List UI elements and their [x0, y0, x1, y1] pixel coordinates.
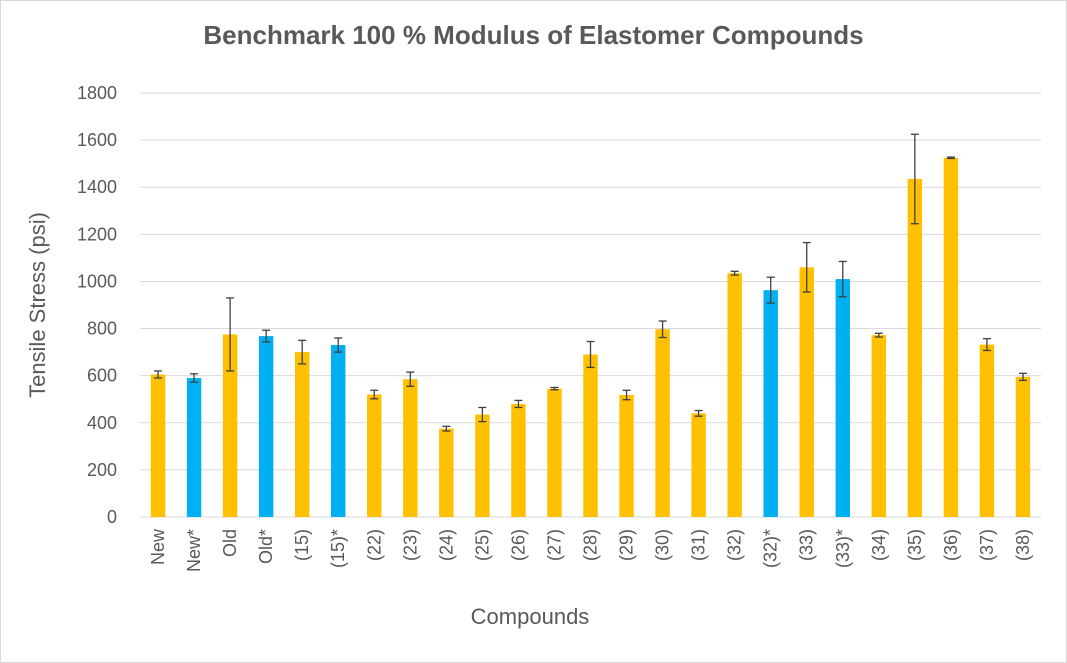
error-bar [622, 389, 631, 401]
error-bar [406, 371, 415, 387]
x-tick-label: Old* [256, 529, 276, 564]
bar [907, 178, 923, 517]
bar [763, 290, 778, 517]
bar [403, 379, 418, 517]
y-tick-label: 1000 [77, 271, 117, 291]
bar [475, 414, 490, 517]
error-bar [478, 406, 487, 423]
y-tick-label: 1600 [77, 130, 117, 150]
bar [619, 394, 634, 517]
x-tick-label: (25) [472, 529, 492, 561]
error-bar [550, 386, 559, 391]
error-bar [838, 260, 847, 298]
error-bar [262, 329, 271, 343]
x-tick-label: (26) [508, 529, 528, 561]
error-bar [298, 339, 307, 365]
y-tick-label: 400 [87, 413, 117, 433]
bar [979, 344, 995, 517]
bar [258, 336, 274, 517]
bar [835, 279, 850, 517]
error-bar [514, 399, 523, 409]
bar [583, 354, 598, 517]
bar [222, 334, 238, 517]
x-tick-label: New [148, 528, 168, 565]
x-tick-label: (29) [617, 529, 637, 561]
bar [294, 352, 310, 517]
x-tick-label: (37) [977, 529, 997, 561]
error-bar [226, 297, 235, 372]
y-tick-label: 1800 [77, 83, 117, 103]
bar [871, 335, 887, 517]
bar [367, 394, 382, 517]
x-tick-label: (32)* [761, 529, 781, 568]
x-tick-label: (31) [689, 529, 709, 561]
x-tick-label: Old [220, 529, 240, 557]
bar [547, 388, 562, 517]
x-tick-label: (22) [364, 529, 384, 561]
error-bar [730, 270, 739, 276]
x-tick-labels: New New* Old Old* (15) (15)* (22) (23) (24) (25) (… [148, 528, 1033, 572]
y-tick-label: 800 [87, 319, 117, 339]
bar [655, 329, 670, 517]
x-tick-label: (36) [941, 529, 961, 561]
bar [943, 157, 959, 517]
bars [150, 157, 1031, 517]
error-bar [442, 425, 451, 432]
x-tick-label: (15)* [328, 529, 348, 568]
error-bars [154, 133, 1027, 432]
error-bar [946, 156, 955, 160]
bar [150, 374, 166, 517]
error-bar [910, 133, 919, 225]
error-bar [154, 370, 163, 379]
x-tick-label: (23) [400, 529, 420, 561]
y-tick-label: 1200 [77, 224, 117, 244]
bar [1015, 376, 1031, 517]
y-axis-title: Tensile Stress (psi) [25, 212, 50, 398]
x-tick-label: (35) [905, 529, 925, 561]
x-tick-label: (38) [1013, 529, 1033, 561]
error-bar [982, 338, 991, 352]
bar [439, 428, 454, 517]
chart-title: Benchmark 100 % Modulus of Elastomer Com… [203, 20, 864, 50]
y-tick-label: 1400 [77, 177, 117, 197]
x-tick-label: (33) [797, 529, 817, 561]
x-tick-label: (24) [436, 529, 456, 561]
error-bar [874, 332, 883, 338]
y-tick-label: 200 [87, 460, 117, 480]
y-tick-label: 0 [107, 507, 117, 527]
y-tick-label: 600 [87, 366, 117, 386]
error-bar [766, 276, 775, 304]
x-tick-label: (30) [653, 529, 673, 561]
error-bar [658, 320, 667, 339]
bar [691, 413, 706, 517]
error-bar [370, 389, 379, 400]
x-tick-label: (33)* [833, 529, 853, 568]
error-bar [586, 340, 595, 369]
bar [511, 403, 526, 517]
y-tick-labels: 0 200 400 600 800 1000 1200 1400 1600 1800 [77, 83, 117, 527]
bar [799, 267, 814, 517]
error-bar [694, 409, 703, 417]
x-tick-label: New* [184, 529, 204, 572]
bar [331, 345, 346, 517]
x-tick-label: (27) [544, 529, 564, 561]
bar [186, 378, 202, 517]
error-bar [190, 373, 199, 383]
x-tick-label: (32) [725, 529, 745, 561]
error-bar [802, 241, 811, 293]
x-tick-label: (34) [869, 529, 889, 561]
error-bar [334, 337, 343, 353]
error-bar [1018, 372, 1027, 382]
x-tick-label: (28) [581, 529, 601, 561]
gridlines [140, 92, 1041, 518]
bar [727, 273, 742, 517]
x-axis-title: Compounds [471, 604, 590, 629]
x-tick-label: (15) [292, 529, 312, 561]
